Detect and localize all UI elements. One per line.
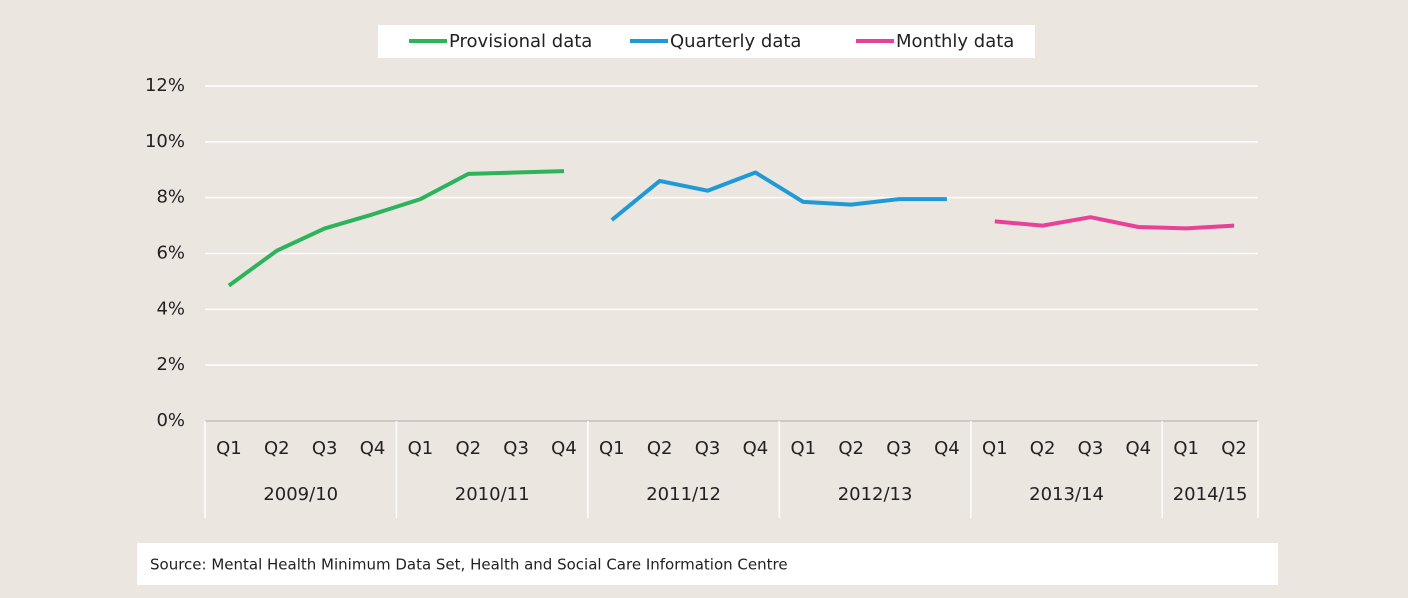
x-group-label: 2009/10 — [263, 484, 338, 505]
x-tick-label: Q1 — [790, 438, 816, 459]
x-tick-label: Q4 — [551, 438, 577, 459]
x-group-label: 2013/14 — [1029, 484, 1104, 505]
legend-box — [378, 25, 1035, 58]
x-tick-label: Q3 — [312, 438, 338, 459]
y-tick-label: 4% — [156, 298, 185, 319]
x-tick-label: Q2 — [455, 438, 481, 459]
x-tick-label: Q2 — [1030, 438, 1056, 459]
y-tick-label: 12% — [145, 75, 185, 96]
x-tick-label: Q3 — [1078, 438, 1104, 459]
legend-label: Provisional data — [449, 31, 592, 52]
x-tick-label: Q2 — [838, 438, 864, 459]
legend-label: Monthly data — [896, 31, 1014, 52]
series-line — [227, 169, 565, 288]
x-group-label: 2012/13 — [838, 484, 913, 505]
y-tick-label: 6% — [156, 243, 185, 264]
x-tick-label: Q1 — [408, 438, 434, 459]
x-tick-label: Q1 — [599, 438, 625, 459]
x-tick-label: Q1 — [216, 438, 242, 459]
y-tick-label: 0% — [156, 410, 185, 431]
legend-label: Quarterly data — [670, 31, 801, 52]
x-group-label: 2010/11 — [455, 484, 530, 505]
x-tick-label: Q3 — [886, 438, 912, 459]
x-group-label: 2014/15 — [1173, 484, 1248, 505]
source: Source: Mental Health Minimum Data Set, … — [150, 556, 788, 574]
x-tick-label: Q2 — [264, 438, 290, 459]
x-tick-label: Q1 — [982, 438, 1008, 459]
series-line — [994, 215, 1235, 231]
x-tick-label: Q4 — [934, 438, 960, 459]
x-tick-label: Q3 — [503, 438, 529, 459]
y-tick-label: 2% — [156, 354, 185, 375]
x-group-label: 2011/12 — [646, 484, 721, 505]
y-tick-label: 10% — [145, 131, 185, 152]
x-tick-label: Q4 — [360, 438, 386, 459]
x-tick-label: Q2 — [1221, 438, 1247, 459]
x-tick-label: Q2 — [647, 438, 673, 459]
series-line — [610, 170, 947, 222]
x-tick-label: Q4 — [743, 438, 769, 459]
source-box — [137, 543, 1278, 585]
x-tick-label: Q1 — [1173, 438, 1199, 459]
x-tick-label: Q4 — [1126, 438, 1152, 459]
x-tick-label: Q3 — [695, 438, 721, 459]
y-tick-label: 8% — [156, 187, 185, 208]
